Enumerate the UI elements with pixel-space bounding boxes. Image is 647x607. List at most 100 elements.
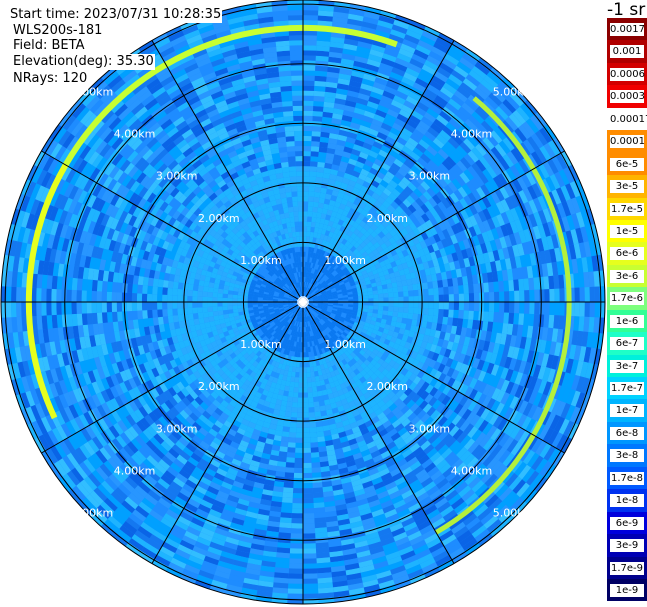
range-gate-cell <box>322 324 327 330</box>
range-gate-cell <box>269 289 275 293</box>
range-gate-cell <box>303 156 311 162</box>
range-gate-cell <box>182 302 188 309</box>
range-gate-cell <box>292 336 296 342</box>
range-gate-cell <box>317 285 323 290</box>
range-gate-cell <box>306 326 310 332</box>
range-gate-cell <box>289 306 295 309</box>
range-gate-cell <box>303 140 312 147</box>
range-gate-cell <box>321 308 327 312</box>
range-gate-cell <box>494 302 500 313</box>
range-gate-cell <box>291 371 296 378</box>
range-gate-cell <box>277 284 283 289</box>
range-gate-cell <box>307 346 311 353</box>
range-gate-cell <box>288 280 293 286</box>
range-gate-cell <box>312 116 323 122</box>
range-gate-cell <box>284 293 290 297</box>
range-gate-cell <box>373 294 379 299</box>
range-gate-cell <box>290 335 294 341</box>
range-gate-cell <box>283 110 294 117</box>
range-gate-cell <box>337 320 344 325</box>
range-gate-cell <box>314 323 319 329</box>
range-gate-cell <box>303 211 308 217</box>
range-gate-cell <box>288 305 294 308</box>
range-gate-cell <box>283 304 289 307</box>
range-gate-cell <box>303 417 310 423</box>
range-gate-cell <box>311 314 315 319</box>
range-gate-cell <box>227 302 233 306</box>
range-gate-cell <box>308 289 313 295</box>
range-gate-cell <box>295 256 299 263</box>
range-gate-cell <box>283 314 289 319</box>
range-gate-cell <box>330 342 336 349</box>
range-gate-cell <box>101 312 108 324</box>
range-gate-cell <box>398 296 404 302</box>
range-gate-cell <box>305 271 308 278</box>
range-gate-cell <box>309 267 313 273</box>
range-gate-cell <box>317 161 326 168</box>
range-gate-cell <box>289 422 297 428</box>
range-gate-cell <box>432 315 439 324</box>
range-gate-cell <box>453 285 459 295</box>
range-gate-cell <box>277 299 283 301</box>
range-gate-cell <box>265 323 271 329</box>
range-gate-cell <box>257 302 263 305</box>
range-gate-cell <box>131 302 138 311</box>
range-gate-cell <box>281 95 293 102</box>
range-gate-cell <box>288 386 295 393</box>
range-gate-cell <box>333 281 339 287</box>
range-gate-cell <box>256 318 262 323</box>
range-gate-cell <box>276 314 282 319</box>
range-gate-cell <box>318 302 324 305</box>
range-gate-cell <box>296 321 299 327</box>
range-gate-cell <box>363 302 369 306</box>
range-gate-cell <box>290 313 295 319</box>
range-gate-cell <box>320 267 325 273</box>
range-gate-cell <box>289 324 293 330</box>
range-gate-cell <box>314 289 320 294</box>
range-gate-cell <box>342 331 348 337</box>
range-gate-cell <box>258 290 265 294</box>
range-gate-cell <box>279 330 284 336</box>
range-gate-cell <box>293 331 297 337</box>
range-gate-cell <box>315 181 322 188</box>
range-gate-cell <box>227 294 233 299</box>
range-gate-cell <box>288 304 294 306</box>
range-gate-cell <box>303 191 309 197</box>
range-gate-cell <box>353 296 359 300</box>
range-gate-cell <box>287 303 294 305</box>
range-gate-cell <box>266 325 272 331</box>
range-gate-cell <box>268 306 274 310</box>
range-gate-cell <box>308 196 315 202</box>
range-gate-cell <box>333 303 339 306</box>
range-gate-cell <box>346 286 352 291</box>
range-gate-cell <box>300 256 303 262</box>
range-gate-cell <box>288 295 294 299</box>
range-gate-cell <box>295 437 303 443</box>
range-gate-cell <box>392 311 399 317</box>
range-gate-cell <box>284 284 289 289</box>
range-gate-cell <box>299 306 302 312</box>
range-gate-cell <box>312 303 319 305</box>
range-gate-cell <box>327 294 333 297</box>
range-gate-cell <box>316 254 322 260</box>
range-gate-cell <box>182 295 188 302</box>
range-gate-cell <box>304 332 307 338</box>
range-gate-cell <box>352 293 359 297</box>
range-gate-cell <box>300 311 302 318</box>
range-gate-cell <box>308 351 312 358</box>
range-gate-cell <box>311 131 321 137</box>
range-gate-cell <box>403 290 409 297</box>
range-gate-cell <box>312 110 323 117</box>
range-gate-cell <box>282 260 287 267</box>
range-gate-cell <box>320 273 326 279</box>
range-gate-cell <box>277 304 284 306</box>
range-gate-cell <box>310 292 316 297</box>
range-gate-cell <box>312 345 317 352</box>
range-gate-cell <box>303 402 309 408</box>
range-gate-cell <box>197 296 203 302</box>
range-gate-cell <box>312 487 323 494</box>
range-gate-cell <box>307 392 313 398</box>
range-gate-cell <box>305 251 309 257</box>
range-gate-cell <box>315 264 320 270</box>
range-gate-cell <box>306 287 310 293</box>
